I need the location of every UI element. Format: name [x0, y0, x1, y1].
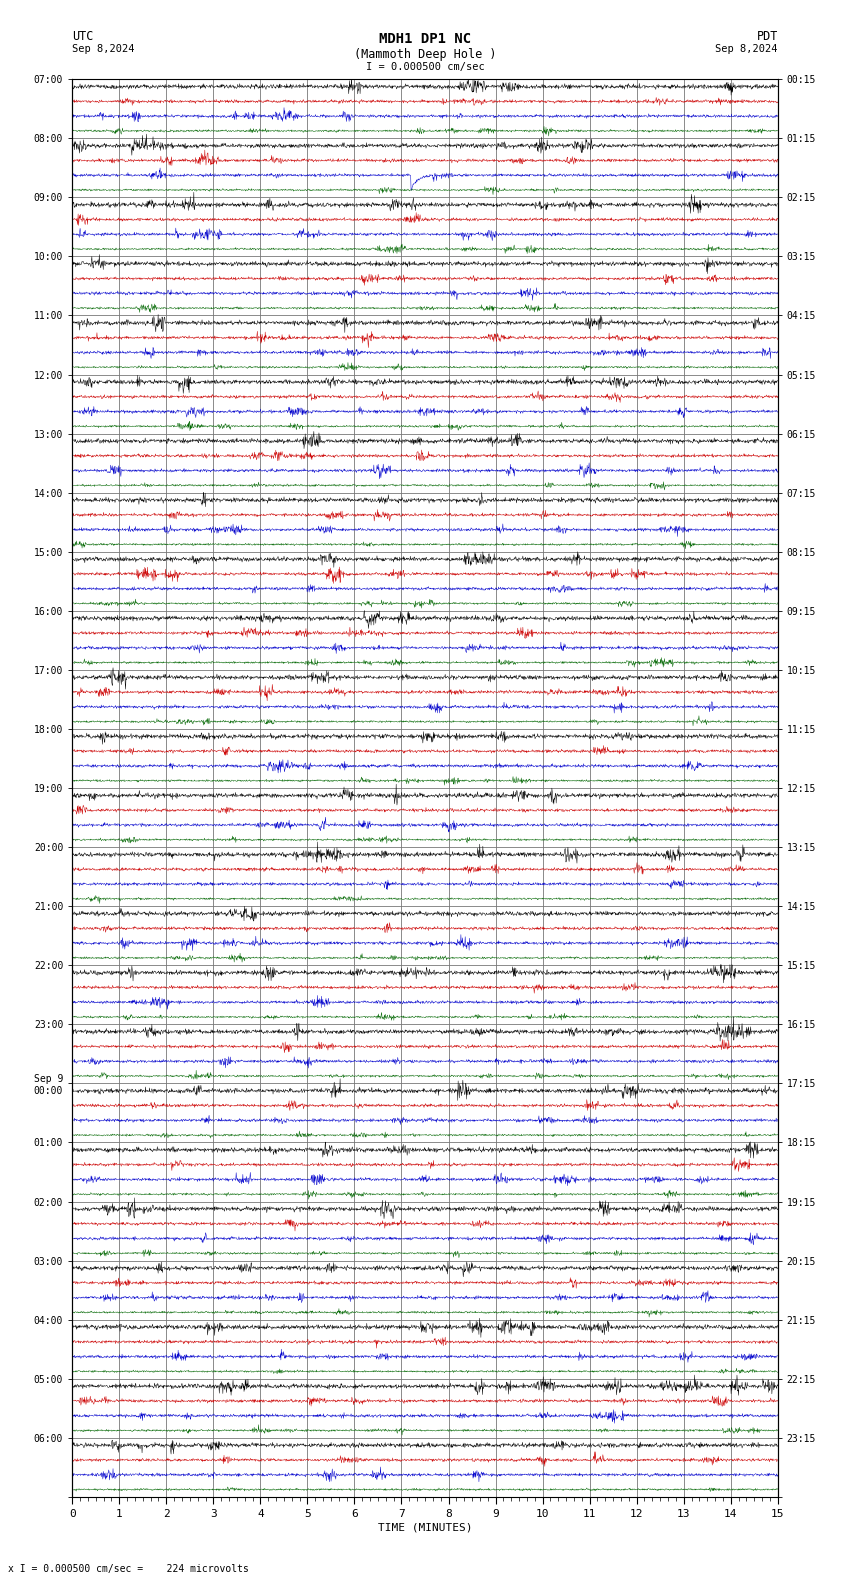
Text: Sep 8,2024: Sep 8,2024: [72, 44, 135, 54]
Text: PDT: PDT: [756, 30, 778, 43]
Text: x I = 0.000500 cm/sec =    224 microvolts: x I = 0.000500 cm/sec = 224 microvolts: [8, 1565, 249, 1574]
Text: MDH1 DP1 NC: MDH1 DP1 NC: [379, 32, 471, 46]
Text: (Mammoth Deep Hole ): (Mammoth Deep Hole ): [354, 48, 496, 60]
X-axis label: TIME (MINUTES): TIME (MINUTES): [377, 1522, 473, 1533]
Text: UTC: UTC: [72, 30, 94, 43]
Text: Sep 8,2024: Sep 8,2024: [715, 44, 778, 54]
Text: I = 0.000500 cm/sec: I = 0.000500 cm/sec: [366, 62, 484, 71]
